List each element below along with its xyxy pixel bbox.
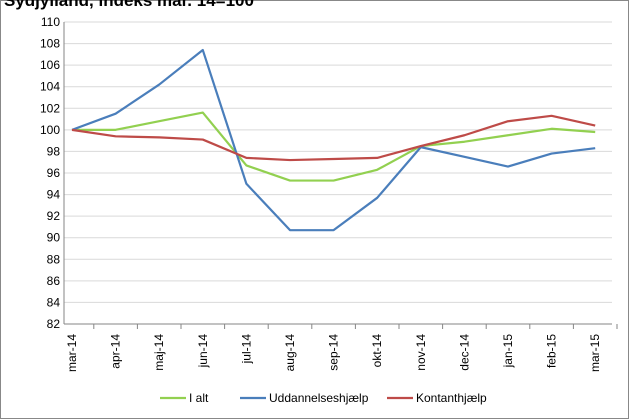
legend-label: I alt	[189, 391, 209, 405]
y-tick-label: 82	[47, 317, 61, 331]
x-tick-label: jun-14	[196, 334, 210, 369]
y-tick-label: 98	[47, 144, 61, 158]
y-tick-label: 90	[47, 231, 61, 245]
x-tick-label: dec-14	[457, 334, 471, 371]
line-series	[71, 114, 596, 162]
line-series	[72, 111, 596, 182]
y-tick-label: 86	[47, 274, 61, 288]
y-tick-label: 88	[47, 252, 61, 266]
y-tick-label: 106	[40, 58, 60, 72]
y-tick-label: 108	[40, 37, 60, 51]
x-tick-label: jan-15	[501, 334, 515, 369]
x-tick-label: jul-14	[239, 334, 253, 365]
x-tick-label: okt-14	[370, 334, 384, 368]
y-tick-label: 94	[47, 188, 61, 202]
chart-title: Sydjylland, indeks mar. 14=100	[4, 0, 254, 10]
x-tick-label: mar-15	[588, 334, 602, 372]
x-tick-label: apr-14	[109, 334, 123, 369]
x-tick-label: maj-14	[152, 334, 166, 371]
x-tick-label: feb-15	[545, 334, 559, 368]
legend-label: Uddannelseshjælp	[269, 391, 369, 405]
legend-label: Kontanthjælp	[416, 391, 487, 405]
y-tick-label: 104	[40, 80, 60, 94]
x-tick-label: sep-14	[327, 334, 341, 371]
y-tick-label: 110	[41, 15, 60, 29]
y-tick-label: 100	[40, 123, 60, 137]
x-tick-label: mar-14	[65, 334, 79, 372]
line-series	[71, 48, 596, 232]
y-tick-label: 96	[47, 166, 61, 180]
x-tick-label: aug-14	[283, 334, 297, 372]
y-tick-label: 102	[40, 101, 60, 115]
x-tick-label: nov-14	[414, 334, 428, 371]
y-tick-label: 92	[47, 209, 61, 223]
y-tick-label: 84	[47, 295, 61, 309]
